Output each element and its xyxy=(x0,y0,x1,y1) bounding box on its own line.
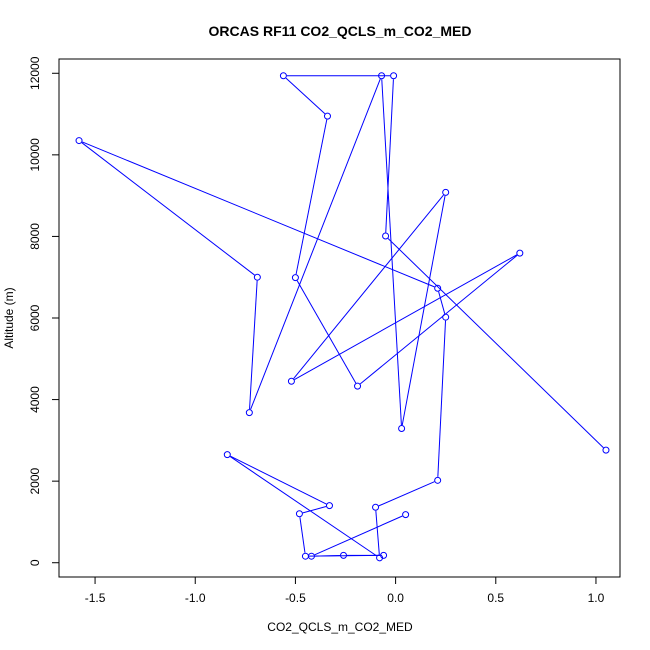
data-point xyxy=(372,503,380,511)
series-line-segment xyxy=(230,455,327,505)
data-point xyxy=(390,72,398,80)
series-layer xyxy=(75,72,610,562)
series-line-segment xyxy=(249,280,258,410)
data-point xyxy=(245,409,253,417)
series-line-segment xyxy=(302,506,327,514)
y-tick-label: 6000 xyxy=(28,304,42,331)
y-tick-label: 4000 xyxy=(28,386,42,413)
x-axis: -1.5 -1.0 -0.5 0.0 0.5 1.0 xyxy=(85,576,605,605)
data-point xyxy=(442,313,450,321)
data-point xyxy=(75,137,83,145)
data-point xyxy=(340,551,348,559)
series-line-segment xyxy=(314,515,403,556)
data-point xyxy=(287,377,295,385)
series-line-segment xyxy=(299,517,306,553)
x-axis-label: CO2_QCLS_m_CO2_MED xyxy=(267,620,413,634)
series-line-segment xyxy=(385,79,394,233)
series-line-segment xyxy=(381,79,402,426)
series-line-segment xyxy=(437,320,447,477)
series-line-segment xyxy=(296,280,357,384)
series-line-segment xyxy=(378,481,435,507)
data-point xyxy=(354,382,362,390)
data-point xyxy=(516,249,524,257)
x-tick-label: -1.0 xyxy=(185,591,206,605)
data-point xyxy=(434,284,442,292)
y-tick-label: 10000 xyxy=(28,138,42,172)
x-tick-label: 1.0 xyxy=(588,591,605,605)
data-point xyxy=(376,554,384,562)
data-point xyxy=(253,273,261,281)
y-tick-label: 8000 xyxy=(28,223,42,250)
data-point xyxy=(434,476,442,484)
series-line-segment xyxy=(401,195,446,426)
data-point xyxy=(323,112,331,120)
y-axis-label: Altitude (m) xyxy=(2,287,16,348)
data-point xyxy=(291,274,299,282)
data-point xyxy=(382,232,390,240)
series-line-segment xyxy=(82,141,435,288)
series-line-segment xyxy=(285,77,326,115)
series-line-segment xyxy=(293,194,444,379)
series-line-segment xyxy=(438,291,446,314)
data-point xyxy=(398,425,406,433)
series-line-segment xyxy=(229,456,377,557)
x-tick-label: 0.5 xyxy=(487,591,504,605)
series-line-segment xyxy=(294,254,518,380)
y-tick-label: 0 xyxy=(28,559,42,566)
chart-title: ORCAS RF11 CO2_QCLS_m_CO2_MED xyxy=(209,23,472,39)
y-tick-label: 12000 xyxy=(28,56,42,90)
data-point xyxy=(402,511,410,519)
data-point xyxy=(325,502,333,510)
y-axis: 0 2000 4000 6000 8000 10000 12000 xyxy=(28,56,60,566)
data-point xyxy=(223,451,231,459)
series-line-segment xyxy=(308,554,381,557)
y-tick-label: 2000 xyxy=(28,467,42,494)
series-line-segment xyxy=(81,142,255,276)
series-line-segment xyxy=(250,78,381,410)
data-point xyxy=(301,552,309,560)
series-line-segment xyxy=(375,510,380,555)
data-point xyxy=(602,446,610,454)
x-tick-label: -0.5 xyxy=(285,591,306,605)
plot-area-frame xyxy=(58,58,621,578)
data-point xyxy=(378,72,386,80)
data-point xyxy=(295,510,303,518)
series-line-segment xyxy=(295,119,328,275)
x-tick-label: -1.5 xyxy=(85,591,106,605)
data-point xyxy=(442,188,450,196)
series-line-segment xyxy=(359,254,518,385)
data-point xyxy=(279,72,287,80)
series-line-segment xyxy=(387,238,604,449)
x-tick-label: 0.0 xyxy=(387,591,404,605)
